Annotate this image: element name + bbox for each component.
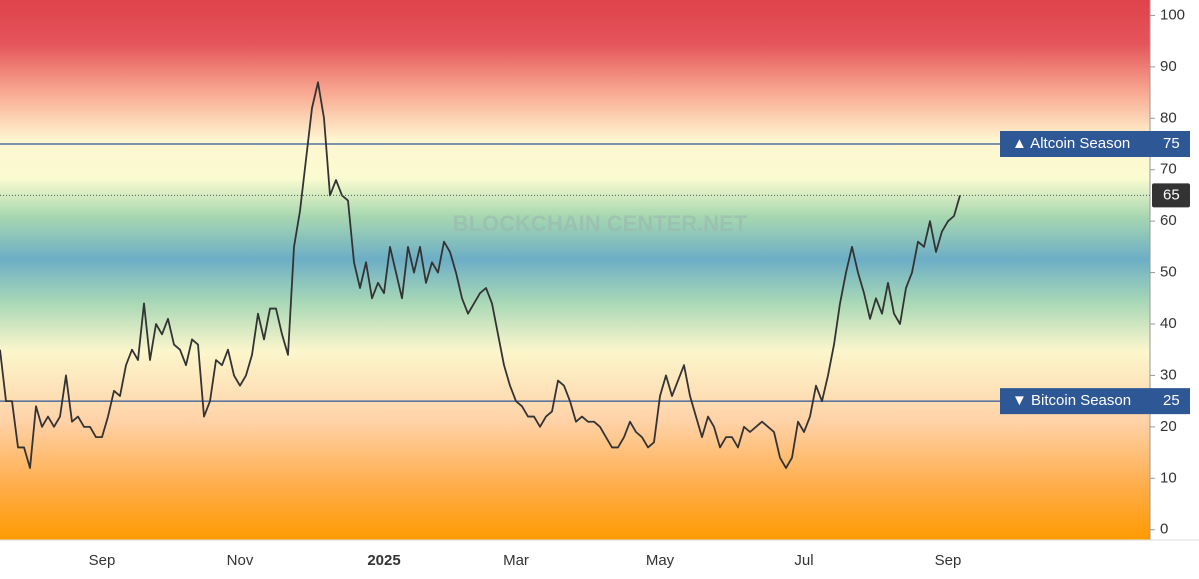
y-tick-label: 90 [1160,58,1177,75]
x-tick-label: Jul [794,552,813,569]
watermark: BLOCKCHAIN CENTER.NET [453,211,748,236]
reference-badge [1000,388,1190,415]
y-tick-label: 100 [1160,6,1185,23]
y-tick-label: 10 [1160,469,1177,486]
y-tick-label: 0 [1160,521,1168,538]
x-tick-label: Sep [935,552,962,569]
x-tick-label: May [646,552,675,569]
x-tick-label: Mar [503,552,529,569]
y-tick-label: 50 [1160,264,1177,281]
y-tick-label: 60 [1160,212,1177,229]
reference-label: ▼ Bitcoin Season [1012,392,1131,409]
y-tick-label: 30 [1160,366,1177,383]
x-tick-label: Nov [227,552,254,569]
axis-background [1150,0,1199,540]
last-value-badge [1152,183,1190,208]
x-tick-label: Sep [89,552,116,569]
reference-value: 75 [1163,135,1180,152]
x-tick-label: 2025 [367,552,400,569]
series-line [0,81,961,469]
reference-value: 25 [1163,392,1180,409]
reference-badge [1000,131,1190,157]
plot-background [0,0,1150,540]
y-tick-label: 20 [1160,418,1177,435]
last-value-label: 65 [1163,186,1180,203]
reference-label: ▲ Altcoin Season [1012,135,1130,152]
y-tick-label: 80 [1160,109,1177,126]
y-tick-label: 70 [1160,161,1177,178]
y-tick-label: 40 [1160,315,1177,332]
